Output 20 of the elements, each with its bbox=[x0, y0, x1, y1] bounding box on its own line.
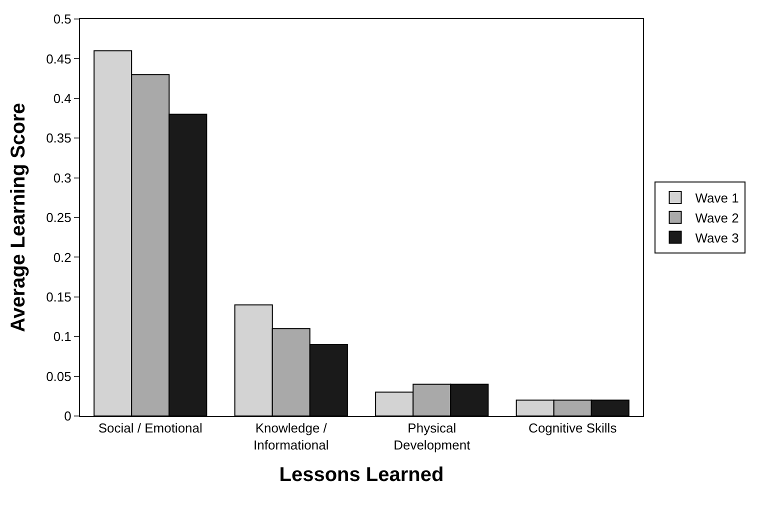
legend-label: Wave 1 bbox=[695, 190, 739, 206]
y-tick-label: 0 bbox=[64, 408, 72, 424]
y-tick-label: 0.15 bbox=[46, 289, 72, 304]
y-tick-label: 0.35 bbox=[46, 130, 72, 146]
y-tick-label: 0.5 bbox=[53, 12, 72, 27]
y-tick-label: 0.1 bbox=[53, 329, 72, 344]
x-tick-label: Cognitive Skills bbox=[528, 420, 618, 436]
legend-label: Wave 2 bbox=[695, 210, 739, 226]
x-tick-label: Social / Emotional bbox=[98, 420, 203, 436]
y-tick-label: 0.05 bbox=[46, 368, 72, 384]
legend-label: Wave 3 bbox=[695, 230, 739, 246]
y-tick-label: 0.4 bbox=[53, 90, 72, 106]
y-axis-title: Average Learning Score bbox=[8, 102, 30, 332]
y-tick-label: 0.45 bbox=[46, 51, 72, 66]
y-tick-label: 0.3 bbox=[53, 170, 72, 186]
x-tick-label: Knowledge / Informational bbox=[254, 420, 329, 452]
y-tick-label: 0.2 bbox=[53, 250, 72, 265]
y-tick-label: 0.25 bbox=[46, 210, 72, 226]
x-axis-title: Lessons Learned bbox=[279, 464, 444, 486]
x-tick-label: Physical Development bbox=[394, 420, 471, 452]
